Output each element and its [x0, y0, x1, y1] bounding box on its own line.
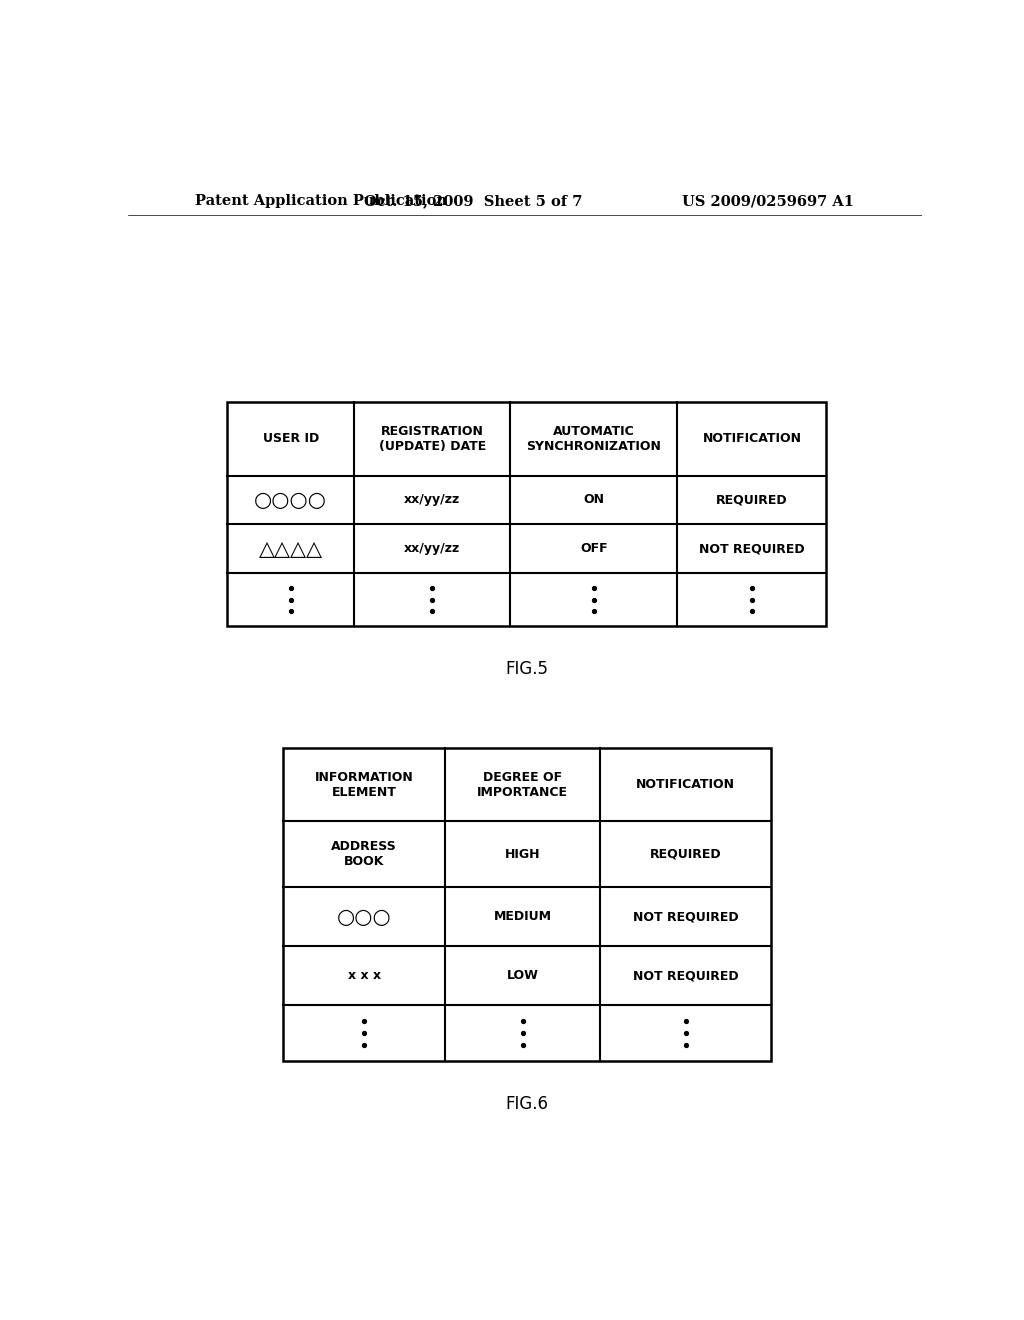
Text: ON: ON [584, 494, 604, 507]
Text: ○○○: ○○○ [337, 907, 391, 927]
Text: REQUIRED: REQUIRED [716, 494, 787, 507]
Bar [227, 403, 826, 626]
Text: REQUIRED: REQUIRED [649, 847, 721, 861]
Text: FIG.6: FIG.6 [505, 1094, 548, 1113]
Text: NOTIFICATION: NOTIFICATION [636, 777, 735, 791]
Text: Oct. 15, 2009  Sheet 5 of 7: Oct. 15, 2009 Sheet 5 of 7 [364, 194, 583, 209]
Text: xx/yy/zz: xx/yy/zz [404, 494, 461, 507]
Text: OFF: OFF [581, 543, 608, 556]
Text: x x x: x x x [347, 969, 381, 982]
Text: NOT REQUIRED: NOT REQUIRED [633, 969, 738, 982]
Text: ADDRESS
BOOK: ADDRESS BOOK [331, 840, 397, 869]
Text: MEDIUM: MEDIUM [494, 909, 552, 923]
Text: △△△△: △△△△ [259, 539, 323, 558]
Text: NOTIFICATION: NOTIFICATION [702, 433, 802, 445]
Text: ○○○○: ○○○○ [254, 490, 328, 510]
Text: xx/yy/zz: xx/yy/zz [404, 543, 461, 556]
Text: NOT REQUIRED: NOT REQUIRED [699, 543, 805, 556]
Text: FIG.5: FIG.5 [505, 660, 548, 677]
Text: DEGREE OF
IMPORTANCE: DEGREE OF IMPORTANCE [477, 771, 568, 799]
Text: REGISTRATION
(UPDATE) DATE: REGISTRATION (UPDATE) DATE [379, 425, 486, 453]
Text: NOT REQUIRED: NOT REQUIRED [633, 909, 738, 923]
Text: USER ID: USER ID [262, 433, 318, 445]
Text: INFORMATION
ELEMENT: INFORMATION ELEMENT [314, 771, 414, 799]
Text: US 2009/0259697 A1: US 2009/0259697 A1 [682, 194, 854, 209]
Text: HIGH: HIGH [505, 847, 541, 861]
Bar [283, 748, 771, 1061]
Text: AUTOMATIC
SYNCHRONIZATION: AUTOMATIC SYNCHRONIZATION [526, 425, 662, 453]
Text: Patent Application Publication: Patent Application Publication [196, 194, 447, 209]
Text: LOW: LOW [507, 969, 539, 982]
